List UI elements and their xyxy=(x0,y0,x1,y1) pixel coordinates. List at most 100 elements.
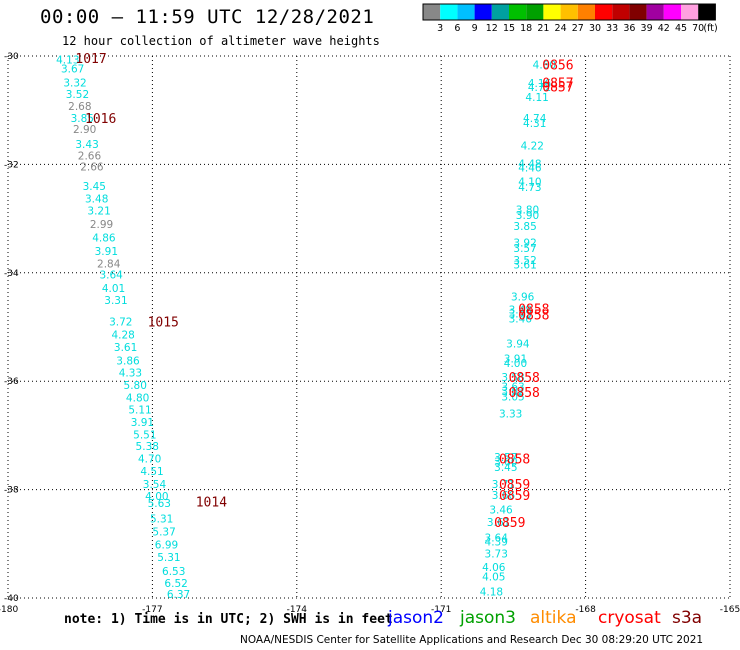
wave-height-label: 3.05 xyxy=(501,391,524,403)
wave-height-label: 3.52 xyxy=(66,89,89,101)
wave-height-label: 3.64 xyxy=(485,532,509,544)
colorbar-swatch xyxy=(440,4,458,20)
colorbar-swatch xyxy=(663,4,681,20)
wave-height-label: 3.46 xyxy=(509,313,533,325)
colorbar-swatch xyxy=(577,4,595,20)
wave-height-label: 3.85 xyxy=(513,221,536,233)
chart-title: 00:00 — 11:59 UTC 12/28/2021 xyxy=(40,6,375,28)
wave-height-label: 4.39 xyxy=(485,537,508,549)
colorbar-swatch xyxy=(698,4,716,20)
wave-height-label: 4.10 xyxy=(518,177,541,189)
wave-height-label: 4.60 xyxy=(533,60,556,72)
wave-height-label: 3.45 xyxy=(494,462,517,474)
pass-time-label: 0858 xyxy=(509,371,540,386)
wave-height-label: 4.73 xyxy=(518,182,541,194)
wave-height-label: 5.63 xyxy=(148,498,171,510)
legend-jason2: jason2 xyxy=(388,608,444,628)
pass-time-label: 0858 xyxy=(499,453,530,468)
colorbar-swatch xyxy=(595,4,613,20)
y-tick-label: -40 xyxy=(4,594,19,604)
colorbar-tick-label: 30 xyxy=(589,23,601,34)
footer-note: note: 1) Time is in UTC; 2) SWH is in fe… xyxy=(64,612,393,627)
colorbar-tick-label: 24 xyxy=(555,23,567,34)
legend-s3a: s3a xyxy=(672,608,703,628)
wave-height-label: 3.21 xyxy=(87,205,110,217)
chart-subtitle: 12 hour collection of altimeter wave hei… xyxy=(62,34,380,48)
credit-line: NOAA/NESDIS Center for Satellite Applica… xyxy=(240,634,704,646)
wave-height-label: 4.05 xyxy=(482,571,505,583)
wave-height-label: 5.80 xyxy=(124,380,147,392)
wave-height-label: 3.86 xyxy=(116,356,140,368)
x-tick-label: -177 xyxy=(142,605,162,615)
wave-height-label: 3.62 xyxy=(501,386,524,398)
colorbar-swatch xyxy=(646,4,664,20)
wave-height-label: 4.13 xyxy=(56,54,79,66)
wave-height-label: 3.91 xyxy=(504,353,527,365)
x-tick-label: -165 xyxy=(720,605,740,615)
colorbar-tick-label: 36 xyxy=(623,23,635,34)
wave-height-label: 3.63 xyxy=(501,382,524,394)
x-tick-label: -171 xyxy=(431,605,451,615)
colorbar-tick-label: 42 xyxy=(658,23,670,34)
colorbar-tick-label: 12 xyxy=(486,23,498,34)
wave-height-label: 4.72 xyxy=(528,82,551,94)
wave-height-label: 6.53 xyxy=(162,566,185,578)
wave-height-label: 3.90 xyxy=(516,210,539,222)
wave-height-label: 3.91 xyxy=(95,246,118,258)
y-tick-label: -36 xyxy=(4,377,19,387)
colorbar-tick-label: 33 xyxy=(606,23,618,34)
colorbar-swatch xyxy=(509,4,527,20)
wave-height-label: 3.71 xyxy=(492,479,515,491)
colorbar-unit: (ft) xyxy=(703,23,717,34)
wave-height-label: 3.31 xyxy=(104,295,127,307)
wave-height-label: 6.52 xyxy=(164,578,187,590)
wave-height-label: 3.52 xyxy=(513,255,536,267)
wave-height-label: 3.43 xyxy=(509,308,532,320)
colorbar-tick-label: 3 xyxy=(437,23,443,34)
wave-height-label: 4.06 xyxy=(482,562,506,574)
colorbar-swatch xyxy=(612,4,630,20)
wave-height-label: 5.31 xyxy=(150,513,173,525)
colorbar-tick-label: 18 xyxy=(520,23,532,34)
wave-height-label: 4.80 xyxy=(126,392,149,404)
wave-height-label: 3.61 xyxy=(114,342,137,354)
wave-height-label: 4.48 xyxy=(518,158,541,170)
wave-height-label: 4.00 xyxy=(145,491,168,503)
pass-time-label: 0858 xyxy=(518,309,549,324)
colorbar-tick-label: 6 xyxy=(454,23,460,34)
y-tick-label: -32 xyxy=(4,160,19,170)
pass-time-label: 1016 xyxy=(85,112,116,127)
wave-height-label: 4.28 xyxy=(111,330,134,342)
wave-height-label: 4.18 xyxy=(480,586,503,598)
wave-height-label: 5.31 xyxy=(157,552,180,564)
wave-height-label: 3.61 xyxy=(487,517,510,529)
colorbar-swatch xyxy=(457,4,475,20)
colorbar-swatch xyxy=(474,4,492,20)
wave-height-label: 3.64 xyxy=(99,269,123,281)
wave-height-label: 2.90 xyxy=(73,124,96,136)
wave-height-label: 3.72 xyxy=(109,317,132,329)
colorbar-swatch xyxy=(560,4,578,20)
wave-height-label: 3.73 xyxy=(485,549,508,561)
colorbar-swatch xyxy=(681,4,699,20)
wave-height-label: 4.86 xyxy=(92,233,116,245)
x-tick-label: -168 xyxy=(575,605,596,615)
colorbar-swatch xyxy=(629,4,647,20)
wave-height-label: 3.61 xyxy=(513,260,536,272)
wave-height-label: 5.11 xyxy=(128,404,151,416)
pass-time-label: 1015 xyxy=(148,316,179,331)
wave-height-label: 3.46 xyxy=(489,505,513,517)
wave-height-label: 4.74 xyxy=(523,113,547,125)
colorbar-swatch xyxy=(491,4,509,20)
wave-height-label: 3.96 xyxy=(511,292,535,304)
wave-height-label: 3.57 xyxy=(494,452,517,464)
wave-height-label: 3.94 xyxy=(506,338,530,350)
wave-height-label: 5.37 xyxy=(152,526,175,538)
wave-height-label: 4.01 xyxy=(102,283,125,295)
pass-time-label: 0857 xyxy=(542,77,573,92)
y-tick-label: -30 xyxy=(4,52,19,62)
wave-height-label: 4.31 xyxy=(523,118,546,130)
pass-time-label: 1014 xyxy=(196,496,227,511)
wave-height-label: 4.51 xyxy=(140,466,163,478)
colorbar-tick-label: 15 xyxy=(503,23,515,34)
